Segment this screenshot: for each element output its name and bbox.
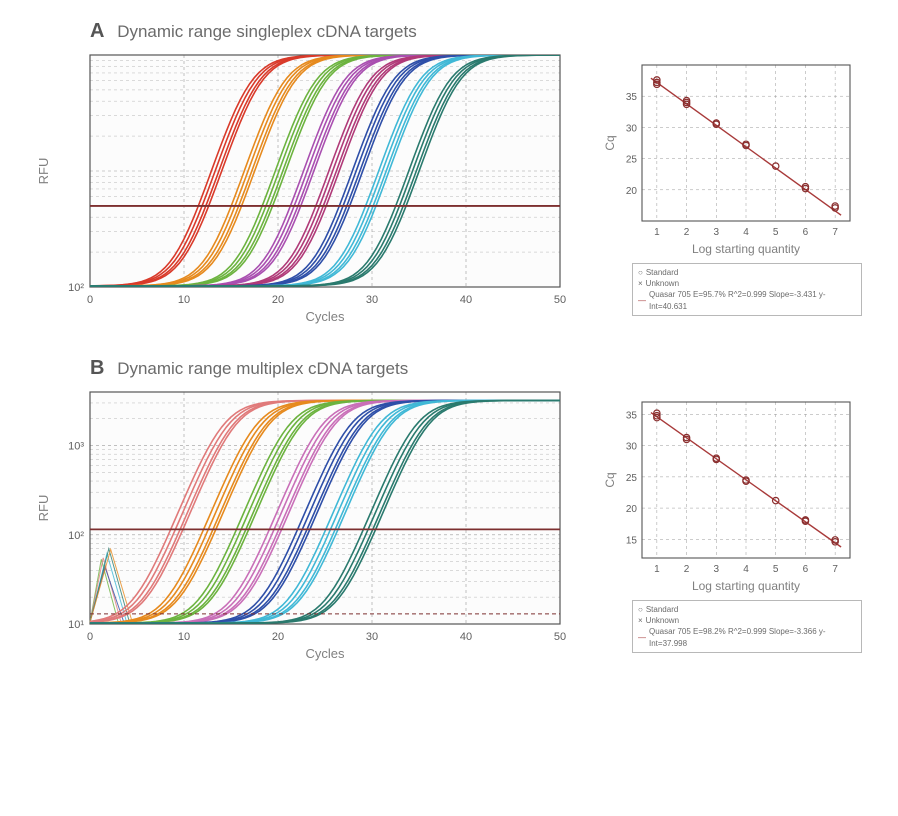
svg-text:0: 0 bbox=[87, 631, 93, 643]
svg-text:10²: 10² bbox=[68, 282, 84, 294]
circle-icon: ○ bbox=[638, 267, 643, 278]
svg-text:2: 2 bbox=[684, 564, 690, 575]
panel-b-title: B Dynamic range multiplex cDNA targets bbox=[90, 357, 868, 380]
svg-text:20: 20 bbox=[626, 504, 638, 515]
panel-a-legend: ○Standard ×Unknown —Quasar 705 E=95.7% R… bbox=[632, 263, 862, 316]
panel-b-legend: ○Standard ×Unknown —Quasar 705 E=98.2% R… bbox=[632, 600, 862, 653]
svg-text:40: 40 bbox=[460, 294, 472, 306]
panel-a-right-col: 1 2 3 4 5 6 7 20 25 30 35 Log starting quantity Cq ○… bbox=[570, 47, 862, 316]
cross-icon: × bbox=[638, 278, 643, 289]
panel-a-title: A Dynamic range singleplex cDNA targets bbox=[90, 20, 868, 43]
panel-b-right-col: 1 2 3 4 5 6 7 15 20 25 30 35 Log starting quantity Cq… bbox=[570, 384, 862, 653]
svg-text:4: 4 bbox=[743, 227, 749, 238]
svg-text:10³: 10³ bbox=[68, 441, 84, 453]
svg-text:30: 30 bbox=[626, 442, 638, 453]
svg-text:RFU: RFU bbox=[36, 495, 51, 522]
panel-b: B Dynamic range multiplex cDNA targets 0… bbox=[30, 357, 868, 664]
svg-text:1: 1 bbox=[654, 227, 660, 238]
svg-text:7: 7 bbox=[832, 564, 838, 575]
svg-text:35: 35 bbox=[626, 410, 638, 421]
legend-unknown: Unknown bbox=[646, 615, 679, 626]
panel-a-letter: A bbox=[90, 20, 104, 42]
panel-a: A Dynamic range singleplex cDNA targets … bbox=[30, 20, 868, 327]
legend-standard: Standard bbox=[646, 604, 678, 615]
panel-a-stdcurve-chart: 1 2 3 4 5 6 7 20 25 30 35 Log starting quantity Cq bbox=[600, 57, 860, 257]
svg-text:Cycles: Cycles bbox=[305, 309, 345, 324]
svg-text:6: 6 bbox=[803, 227, 809, 238]
svg-text:3: 3 bbox=[714, 564, 720, 575]
svg-text:RFU: RFU bbox=[36, 158, 51, 185]
svg-text:40: 40 bbox=[460, 631, 472, 643]
figure-root: A Dynamic range singleplex cDNA targets … bbox=[0, 0, 898, 714]
svg-text:5: 5 bbox=[773, 564, 779, 575]
legend-unknown: Unknown bbox=[646, 278, 679, 289]
panel-a-title-text: Dynamic range singleplex cDNA targets bbox=[117, 22, 417, 41]
svg-text:1: 1 bbox=[654, 564, 660, 575]
svg-text:50: 50 bbox=[554, 631, 566, 643]
svg-text:35: 35 bbox=[626, 92, 638, 103]
svg-text:25: 25 bbox=[626, 155, 638, 166]
svg-text:Cq: Cq bbox=[603, 472, 617, 487]
svg-text:10: 10 bbox=[178, 294, 190, 306]
svg-text:2: 2 bbox=[684, 227, 690, 238]
svg-text:10²: 10² bbox=[68, 530, 84, 542]
legend-stats: Quasar 705 E=95.7% R^2=0.999 Slope=-3.43… bbox=[649, 289, 856, 311]
svg-text:Log starting quantity: Log starting quantity bbox=[692, 242, 800, 256]
svg-text:30: 30 bbox=[366, 631, 378, 643]
svg-text:0: 0 bbox=[87, 294, 93, 306]
svg-text:20: 20 bbox=[272, 631, 284, 643]
panel-b-amplification-chart: 0 10 20 30 40 50 10¹ 10² 10³ Cycles RFU bbox=[30, 384, 570, 664]
svg-text:6: 6 bbox=[803, 564, 809, 575]
cross-icon: × bbox=[638, 615, 643, 626]
svg-text:Cycles: Cycles bbox=[305, 646, 345, 661]
svg-text:10¹: 10¹ bbox=[68, 619, 84, 631]
svg-text:4: 4 bbox=[743, 564, 749, 575]
svg-text:7: 7 bbox=[832, 227, 838, 238]
panel-b-letter: B bbox=[90, 357, 104, 379]
svg-text:Cq: Cq bbox=[603, 135, 617, 150]
svg-text:30: 30 bbox=[626, 123, 638, 134]
svg-text:25: 25 bbox=[626, 473, 638, 484]
panel-b-stdcurve-chart: 1 2 3 4 5 6 7 15 20 25 30 35 Log starting quantity Cq bbox=[600, 394, 860, 594]
line-icon: — bbox=[638, 295, 646, 306]
svg-text:15: 15 bbox=[626, 535, 638, 546]
line-icon: — bbox=[638, 632, 646, 643]
legend-standard: Standard bbox=[646, 267, 678, 278]
svg-text:3: 3 bbox=[714, 227, 720, 238]
svg-text:20: 20 bbox=[626, 186, 638, 197]
panel-b-title-text: Dynamic range multiplex cDNA targets bbox=[117, 359, 408, 378]
svg-text:5: 5 bbox=[773, 227, 779, 238]
svg-text:20: 20 bbox=[272, 294, 284, 306]
svg-text:50: 50 bbox=[554, 294, 566, 306]
circle-icon: ○ bbox=[638, 604, 643, 615]
panel-a-amplification-chart: 0 10 20 30 40 50 10² Cycles RFU bbox=[30, 47, 570, 327]
legend-stats: Quasar 705 E=98.2% R^2=0.999 Slope=-3.36… bbox=[649, 626, 856, 648]
svg-text:Log starting quantity: Log starting quantity bbox=[692, 579, 800, 593]
svg-text:10: 10 bbox=[178, 631, 190, 643]
svg-text:30: 30 bbox=[366, 294, 378, 306]
